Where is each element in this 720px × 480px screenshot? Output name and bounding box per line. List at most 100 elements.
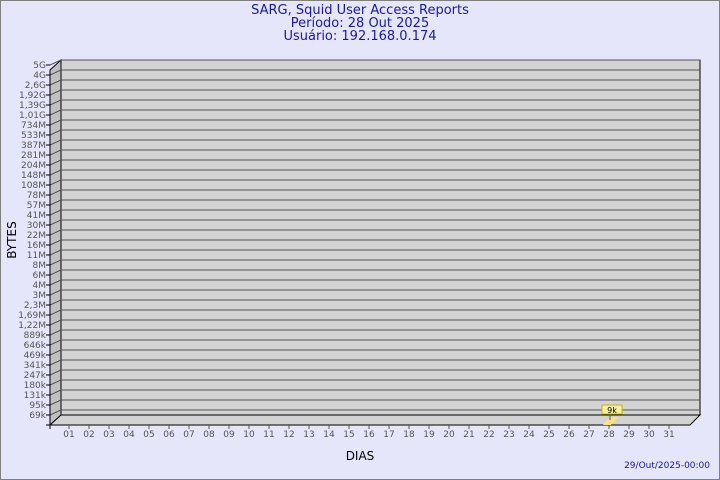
y-tick-label: 4M <box>33 281 47 291</box>
x-tick-label: 26 <box>563 430 575 440</box>
grid-diagonal <box>49 89 62 96</box>
grid-diagonal <box>49 109 62 116</box>
y-axis-label: BYTES <box>5 221 19 258</box>
grid-diagonal <box>49 299 62 306</box>
grid-diagonal <box>49 309 62 316</box>
x-tick-label: 13 <box>303 430 314 440</box>
chart-title: SARG, Squid User Access Reports <box>251 3 469 18</box>
grid-diagonal <box>49 239 62 246</box>
x-tick-label: 01 <box>63 430 74 440</box>
y-tick-label: 734M <box>21 121 46 131</box>
grid-diagonal <box>49 199 62 206</box>
bar-28 <box>603 417 618 425</box>
x-tick-label: 14 <box>323 430 335 440</box>
y-tick-label: 78M <box>27 191 46 201</box>
y-tick-label: 8M <box>33 261 47 271</box>
grid-diagonal <box>49 69 62 76</box>
x-tick-label: 05 <box>143 430 154 440</box>
data-label-box <box>601 404 623 415</box>
x-tick-label: 19 <box>423 430 435 440</box>
grid-diagonal <box>49 169 62 176</box>
x-tick-label: 24 <box>523 430 535 440</box>
x-tick-label: 15 <box>343 430 354 440</box>
grid-diagonal <box>49 319 62 326</box>
y-tick-label: 131k <box>24 391 47 401</box>
y-tick-label: 5G <box>33 61 46 71</box>
x-tick-label: 20 <box>443 430 455 440</box>
x-tick-label: 25 <box>543 430 554 440</box>
grid-diagonal <box>49 189 62 196</box>
y-tick-label: 889k <box>24 331 47 341</box>
y-tick-label: 646k <box>24 341 47 351</box>
grid-diagonal <box>49 369 62 376</box>
grid-diagonal <box>49 99 62 106</box>
y-tick-label: 2,3M <box>24 301 46 311</box>
x-tick-label: 18 <box>403 430 415 440</box>
grid-diagonal <box>49 339 62 346</box>
x-tick-label: 11 <box>263 430 274 440</box>
grid-diagonal <box>49 289 62 296</box>
grid-diagonal <box>49 279 62 286</box>
grid-diagonal <box>49 359 62 366</box>
floor <box>48 414 702 426</box>
grid-diagonal <box>49 349 62 356</box>
y-tick-label: 2,6G <box>25 81 46 91</box>
x-tick-label: 04 <box>123 430 135 440</box>
y-tick-label: 1,01G <box>19 111 46 121</box>
x-tick-label: 23 <box>503 430 514 440</box>
grid-diagonal <box>49 399 62 406</box>
grid-diagonal <box>49 79 62 86</box>
grid-diagonal <box>49 249 62 256</box>
y-tick-label: 1,69M <box>18 311 46 321</box>
y-tick-label: 1,92G <box>19 91 46 101</box>
x-tick-label: 28 <box>603 430 615 440</box>
x-tick-label: 16 <box>363 430 375 440</box>
y-tick-label: 11M <box>27 251 46 261</box>
chart-user: Usuário: 192.168.0.174 <box>283 29 437 44</box>
grid-diagonal <box>49 269 62 276</box>
grid-diagonal <box>49 129 62 136</box>
y-tick-label: 57M <box>27 201 46 211</box>
y-tick-label: 204M <box>21 161 46 171</box>
chart-period: Período: 28 Out 2025 <box>290 16 430 31</box>
y-tick-label: 387M <box>21 141 46 151</box>
x-tick-label: 12 <box>283 430 294 440</box>
y-tick-label: 341k <box>24 361 47 371</box>
y-tick-label: 148M <box>21 171 46 181</box>
x-axis-label: DIAS <box>346 449 375 463</box>
y-tick-label: 30M <box>27 221 46 231</box>
y-tick-label: 6M <box>33 271 47 281</box>
y-tick-label: 247k <box>24 371 47 381</box>
grid-diagonal <box>49 159 62 166</box>
grid-diagonal <box>49 179 62 186</box>
x-tick-label: 10 <box>243 430 255 440</box>
y-tick-label: 16M <box>27 241 46 251</box>
y-tick-label: 469k <box>24 351 47 361</box>
y-tick-label: 1,22M <box>18 321 46 331</box>
x-tick-label: 27 <box>583 430 594 440</box>
y-tick-label: 69k <box>29 411 46 421</box>
x-tick-label: 17 <box>383 430 394 440</box>
grid-diagonal <box>49 409 62 416</box>
y-tick-label: 180k <box>24 381 47 391</box>
grid-diagonal <box>49 389 62 396</box>
y-tick-label: 108M <box>21 181 46 191</box>
y-tick-label: 3M <box>33 291 47 301</box>
data-label: 9k <box>607 406 617 415</box>
y-tick-label: 41M <box>27 211 46 221</box>
grid-diagonal <box>49 59 62 66</box>
grid-diagonal <box>49 379 62 386</box>
y-tick-label: 1,39G <box>19 101 46 111</box>
x-tick-label: 22 <box>483 430 494 440</box>
y-tick-label: 533M <box>21 131 46 141</box>
grid-diagonal <box>49 119 62 126</box>
y-tick-label: 4G <box>33 71 46 81</box>
grid-diagonal <box>49 209 62 216</box>
x-tick-label: 03 <box>103 430 114 440</box>
x-tick-label: 06 <box>163 430 175 440</box>
back-wall <box>60 59 701 416</box>
grid-diagonal <box>49 149 62 156</box>
x-tick-label: 09 <box>223 430 235 440</box>
x-tick-label: 29 <box>623 430 635 440</box>
